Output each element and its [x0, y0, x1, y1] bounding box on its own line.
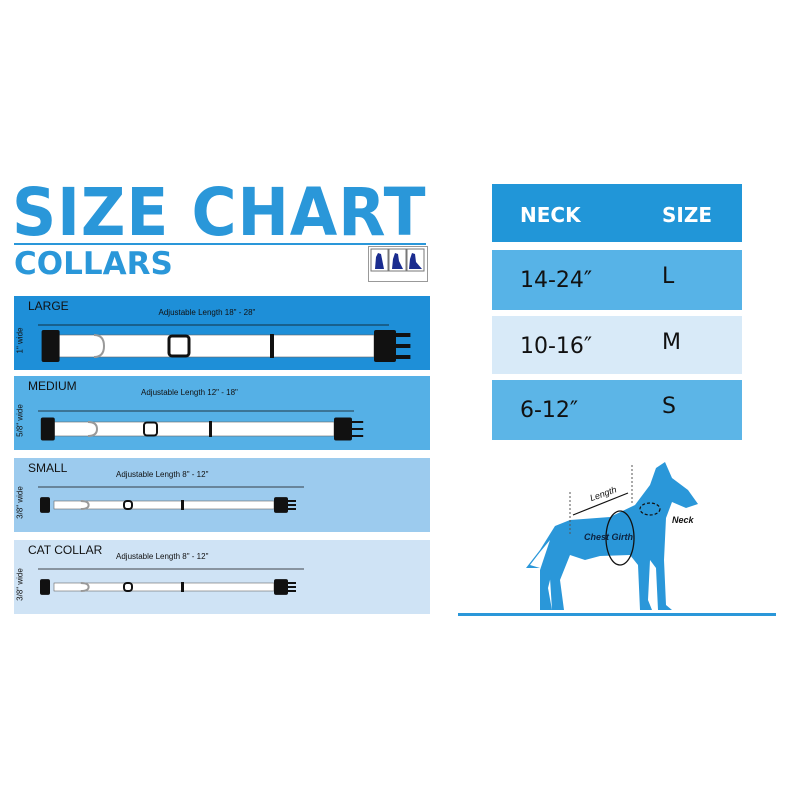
collar-buckle-right: [374, 330, 396, 362]
neck-label: Neck: [672, 515, 695, 525]
collar-width-label: 3/8" wide: [15, 486, 25, 519]
chest-girth-loop: [605, 510, 635, 566]
collar-d-ring: [80, 582, 90, 592]
collar-length-label: Adjustable Length 8" - 12": [116, 552, 209, 561]
collar-size-label: MEDIUM: [28, 379, 77, 393]
collar-buckle-prongs: [352, 421, 364, 437]
neck-loop: [639, 502, 661, 516]
neck-value: 10-16″: [520, 334, 593, 359]
collar-d-ring: [87, 421, 99, 437]
title-divider: [14, 243, 426, 245]
collar-drawing: [38, 410, 364, 441]
header-size: SIZE: [662, 203, 713, 227]
collar-d-ring: [80, 500, 90, 510]
collar-width-label: 5/8" wide: [15, 404, 25, 437]
collar-drawing: [38, 568, 304, 595]
collar-panel-medium: MEDIUM Adjustable Length 12" - 18" 5/8" …: [14, 376, 430, 450]
collar-buckle-right: [274, 497, 288, 513]
collar-keeper: [181, 582, 184, 592]
collar-keeper: [181, 500, 184, 510]
collar-size-label: LARGE: [28, 299, 69, 313]
collar-length-label: Adjustable Length 8" - 12": [116, 470, 209, 479]
collar-buckle-right: [274, 579, 288, 595]
neck-value: 14-24″: [520, 268, 593, 293]
collar-slider: [143, 421, 158, 437]
collar-slider: [167, 334, 191, 358]
collar-keeper: [209, 421, 212, 437]
size-value: M: [662, 330, 681, 355]
collar-slider: [123, 500, 133, 510]
page-subtitle: COLLARS: [14, 246, 173, 282]
dog-measurement-diagram: Length Chest Girth Neck: [526, 462, 698, 610]
page-title: SIZE CHART: [12, 174, 427, 251]
collar-size-label: SMALL: [28, 461, 68, 475]
collar-panel-small: SMALL Adjustable Length 8" - 12" 3/8" wi…: [14, 458, 430, 532]
collar-length-label: Adjustable Length 12" - 18": [141, 388, 238, 397]
collar-buckle-prongs: [288, 582, 296, 592]
pet-sizes-icon: [368, 246, 428, 282]
size-value: L: [662, 264, 675, 289]
collar-buckle-left: [40, 579, 50, 595]
collar-buckle-right: [334, 417, 352, 441]
header-neck: NECK: [520, 203, 581, 227]
neck-value: 6-12″: [520, 398, 579, 423]
table-row: 14-24″ L: [492, 250, 742, 310]
ground-line: [458, 613, 776, 616]
length-label: Length: [589, 484, 618, 503]
size-value: S: [662, 394, 676, 419]
collar-panel-large: LARGE Adjustable Length 18" - 28" 1" wid…: [14, 296, 430, 370]
collar-buckle-left: [40, 497, 50, 513]
table-header: NECK SIZE: [492, 184, 742, 242]
collar-buckle-left: [41, 330, 60, 362]
collar-length-label: Adjustable Length 18" - 28": [158, 308, 256, 317]
collar-drawing: [38, 324, 411, 362]
chest-girth-label: Chest Girth: [584, 532, 634, 542]
collar-drawing: [38, 486, 304, 513]
collar-keeper: [270, 334, 274, 358]
dog-silhouette: [526, 462, 698, 610]
collar-panel-cat: CAT COLLAR Adjustable Length 8" - 12" 3/…: [14, 540, 430, 614]
collar-width-label: 1" wide: [15, 327, 25, 354]
table-row: 10-16″ M: [492, 316, 742, 374]
collar-size-label: CAT COLLAR: [28, 543, 103, 557]
collar-buckle-left: [40, 417, 55, 441]
collar-width-label: 3/8" wide: [15, 568, 25, 601]
table-row: 6-12″ S: [492, 380, 742, 440]
length-arrow: [572, 492, 629, 516]
collar-buckle-prongs: [396, 333, 411, 359]
collar-d-ring: [93, 334, 106, 358]
collar-buckle-prongs: [288, 500, 296, 510]
collar-slider: [123, 582, 133, 592]
